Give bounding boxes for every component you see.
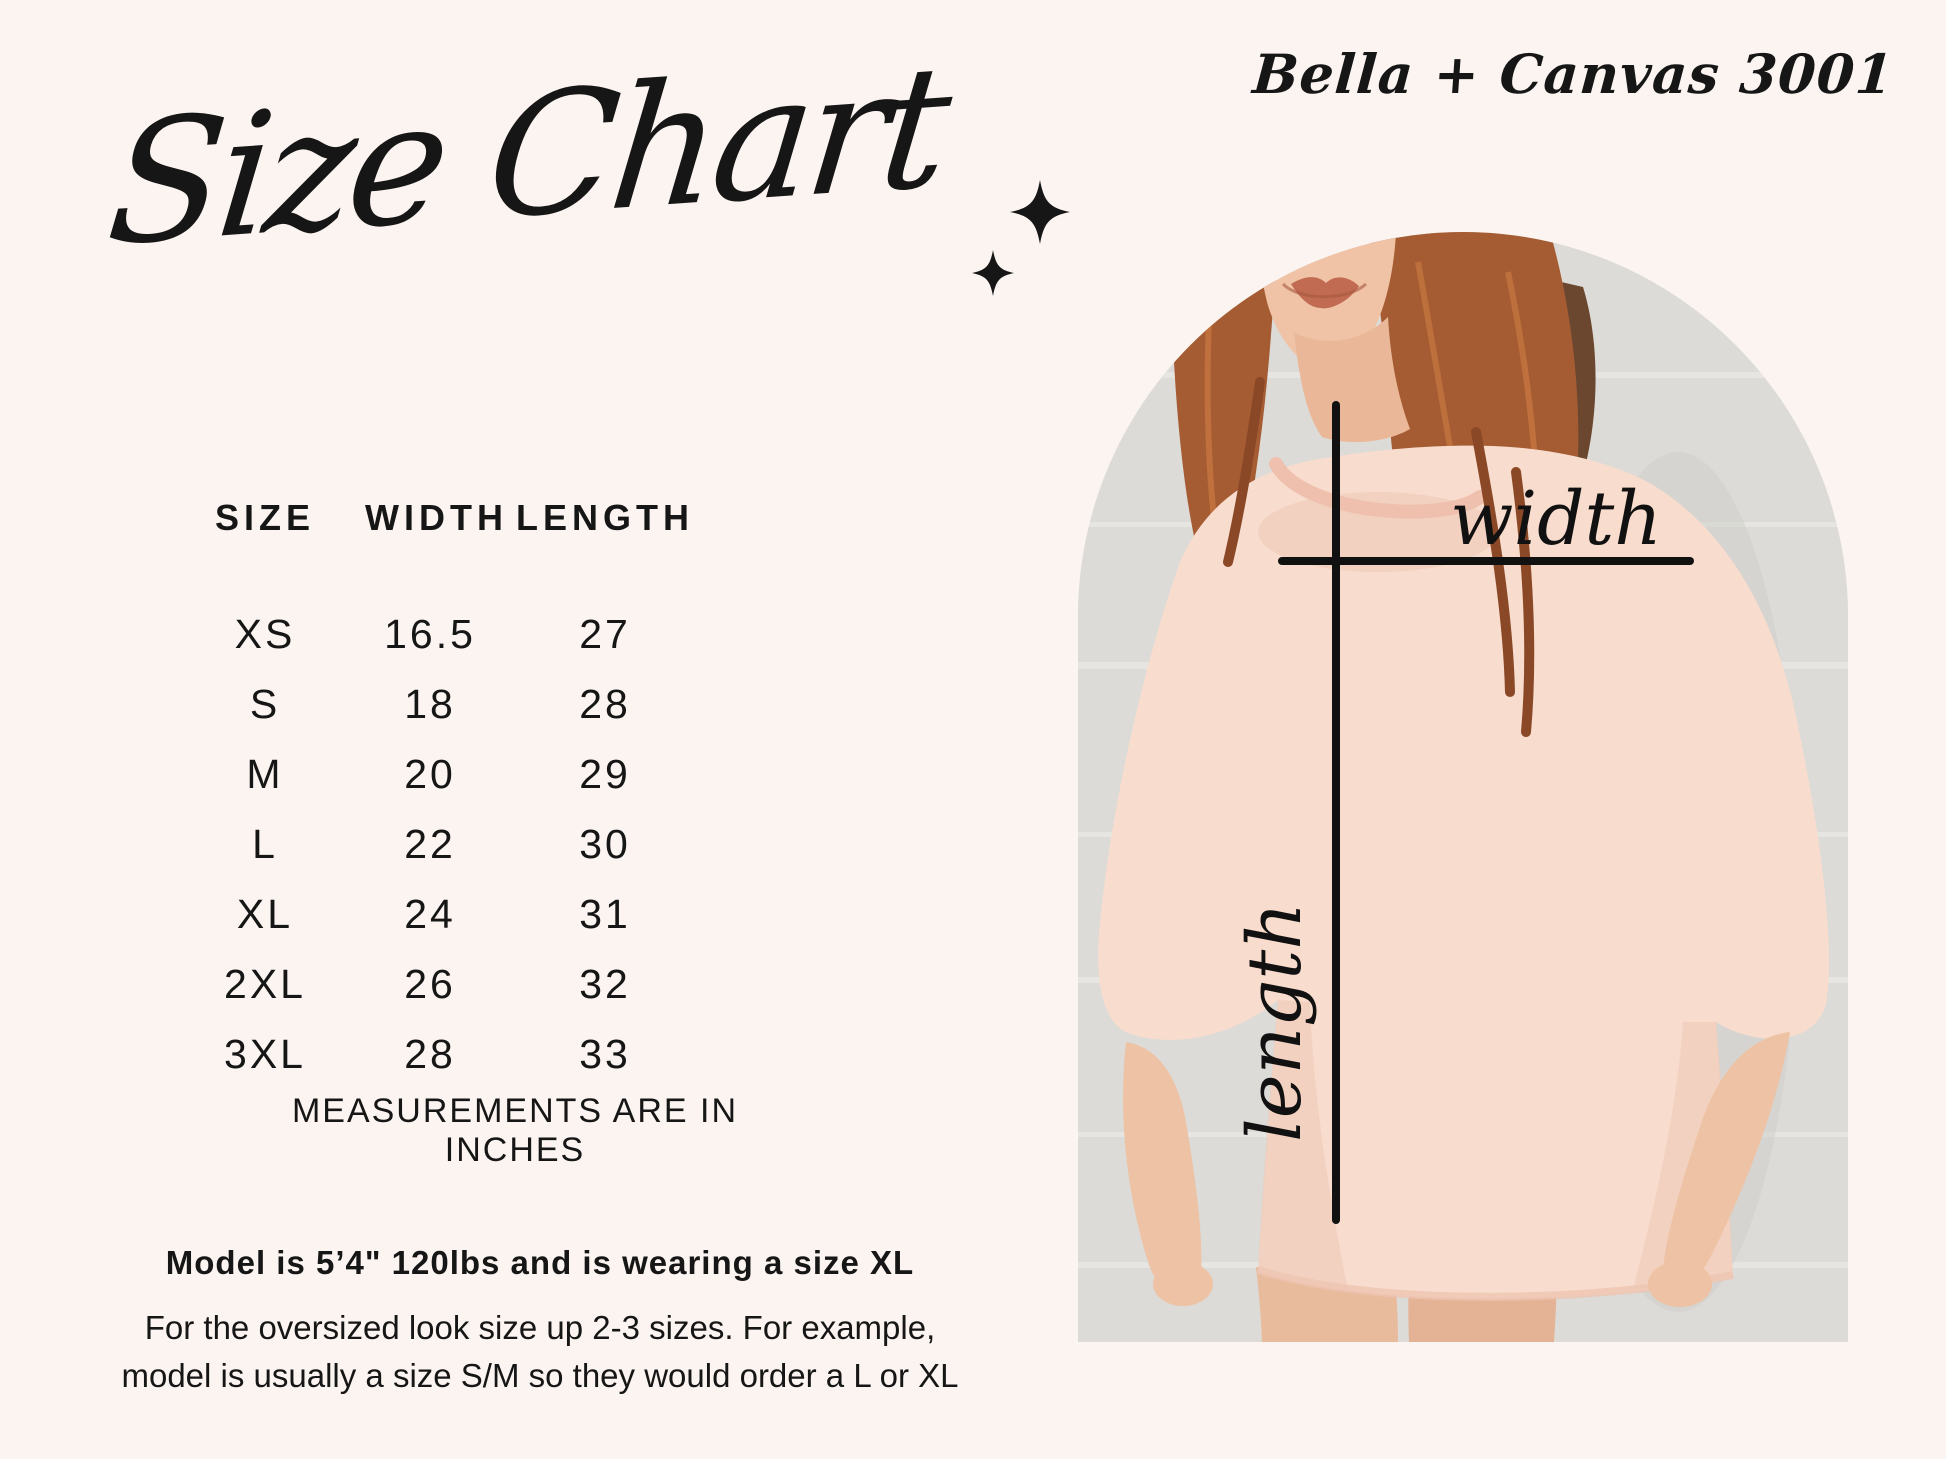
table-cell: 29 [579, 751, 631, 797]
model-note-bold: Model is 5’4" 120lbs and is wearing a si… [165, 1244, 915, 1281]
neck [1294, 317, 1410, 443]
table-row: 3XL 28 33 [165, 1031, 715, 1078]
table-row: M 20 29 [165, 751, 715, 798]
smile-line [1281, 282, 1368, 299]
column-header-size: SIZE [214, 497, 315, 538]
sparkles-decoration [972, 180, 1070, 296]
table-row: 2XL 26 32 [165, 961, 715, 1008]
table-cell: 27 [579, 611, 631, 657]
size-table-header: SIZE WIDTH LENGTH [165, 497, 715, 539]
forearm-left [1122, 1042, 1202, 1303]
size-table-body: XS 16.5 27 S 18 28 M 20 29 L 22 30 XL 24 31 2XL 26 32 3XL 2… [165, 611, 715, 1078]
table-row: L 22 30 [165, 821, 715, 868]
sparkle-icon-small [972, 250, 1014, 296]
collar [1269, 457, 1487, 519]
table-cell: 3XL [224, 1031, 306, 1077]
table-row: S 18 28 [165, 681, 715, 728]
table-cell: 28 [579, 681, 631, 727]
table-row: XL 24 31 [165, 891, 715, 938]
width-label: width [1450, 476, 1662, 562]
model-note-line2: For the oversized look size up 2-3 sizes… [144, 1309, 936, 1346]
nose-shadow [1304, 232, 1336, 249]
model-notes: Model is 5’4" 120lbs and is wearing a si… [85, 1244, 995, 1400]
size-table: SIZE WIDTH LENGTH XS 16.5 27 S 18 28 M 20 29 L 22 3… [165, 497, 715, 1078]
table-cell: 24 [404, 891, 456, 937]
table-cell: XL [236, 891, 294, 937]
column-header-width: WIDTH [365, 497, 508, 538]
table-cell: 20 [404, 751, 456, 797]
model-photo-illustration: width length [1078, 232, 1848, 1342]
lips [1291, 277, 1359, 309]
page-title: Size Chart [100, 27, 954, 284]
column-header-length: LENGTH [516, 497, 694, 538]
table-row: XS 16.5 27 [165, 611, 715, 658]
length-label: length [1232, 902, 1318, 1142]
table-cell: 26 [404, 961, 456, 1007]
table-cell: 28 [404, 1031, 456, 1077]
hand-right [1648, 1261, 1712, 1307]
table-cell: M [246, 751, 284, 797]
table-cell: 32 [579, 961, 631, 1007]
table-cell: 18 [404, 681, 456, 727]
model-note-line3: model is usually a size S/M so they woul… [121, 1357, 959, 1394]
table-cell: L [252, 821, 278, 867]
measurements-note: MEASUREMENTS ARE IN INCHES [291, 1092, 739, 1169]
model-photo-arch: width length [1078, 232, 1848, 1342]
table-cell: S [249, 681, 281, 727]
table-cell: XS [234, 611, 296, 657]
forearm-right [1662, 1032, 1790, 1297]
table-cell: 33 [579, 1031, 631, 1077]
sparkle-icon-large [1010, 180, 1070, 244]
table-cell: 16.5 [384, 611, 476, 657]
table-cell: 22 [404, 821, 456, 867]
hair-front-strands [1223, 377, 1535, 737]
table-cell: 31 [579, 891, 631, 937]
brand-label: Bella + Canvas 3001 [1250, 42, 1897, 106]
table-cell: 2XL [224, 961, 306, 1007]
hand-left [1153, 1262, 1213, 1306]
table-cell: 30 [579, 821, 631, 867]
